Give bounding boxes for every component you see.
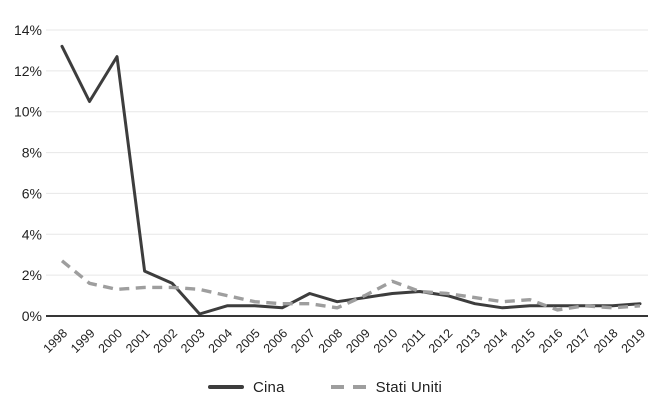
x-axis-tick-label: 2000 <box>96 326 126 356</box>
y-axis-tick-label: 0% <box>22 308 42 324</box>
y-axis-tick-label: 14% <box>14 22 42 38</box>
chart-svg: 0%2%4%6%8%10%12%14%199819992000200120022… <box>14 22 649 356</box>
y-axis-tick-label: 8% <box>22 145 42 161</box>
legend-label-cina: Cina <box>252 378 285 396</box>
y-axis-tick-label: 6% <box>22 185 42 201</box>
x-axis-tick-label: 2015 <box>508 326 538 356</box>
legend-label-stati-uniti: Stati Uniti <box>375 378 443 396</box>
x-axis-tick-label: 2004 <box>206 326 236 356</box>
x-axis-tick-label: 2016 <box>536 326 566 356</box>
series-line-stati-uniti <box>60 259 641 312</box>
series-line-cina <box>60 44 642 316</box>
chart-legend: Cina Stati Uniti <box>0 368 650 406</box>
y-axis-tick-label: 4% <box>22 226 42 242</box>
legend-swatch-solid-line <box>207 385 244 389</box>
x-axis-tick-label: 2011 <box>399 326 428 355</box>
x-axis-tick-label: 2001 <box>123 326 153 356</box>
x-axis-tick-label: 2007 <box>288 326 318 356</box>
legend-swatch-dashed-line <box>330 385 367 389</box>
y-axis-tick-label: 12% <box>14 63 42 79</box>
y-axis-tick-label: 10% <box>14 104 42 120</box>
x-axis-tick-label: 1999 <box>68 326 98 356</box>
x-axis-tick-label: 2017 <box>564 326 594 356</box>
x-axis-tick-label: 2018 <box>591 326 621 356</box>
x-axis-tick-label: 2013 <box>453 326 483 356</box>
x-axis-tick-label: 2002 <box>151 326 181 356</box>
x-axis-tick-label: 2014 <box>481 326 511 356</box>
x-axis-tick-label: 2006 <box>261 326 291 356</box>
legend-item-cina: Cina <box>207 378 285 396</box>
legend-item-stati-uniti: Stati Uniti <box>330 378 443 396</box>
x-axis-tick-label: 2003 <box>178 326 208 356</box>
x-axis-tick-label: 2012 <box>426 326 456 356</box>
x-axis-tick-label: 2008 <box>316 326 346 356</box>
y-axis-tick-label: 2% <box>22 267 42 283</box>
x-axis-tick-label: 2005 <box>233 326 263 356</box>
x-axis-tick-label: 1998 <box>41 326 71 356</box>
x-axis-tick-label: 2019 <box>619 326 649 356</box>
x-axis-tick-label: 2010 <box>371 326 401 356</box>
x-axis-tick-label: 2009 <box>343 326 373 356</box>
